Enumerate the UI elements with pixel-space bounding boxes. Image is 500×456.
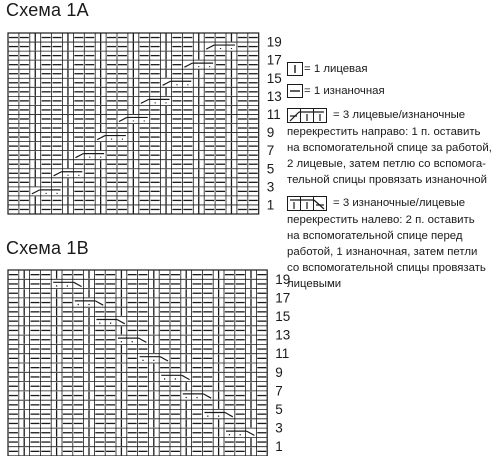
cable-stroke — [159, 356, 169, 362]
purl-symbol-icon — [287, 84, 303, 98]
legend-knit: = 1 лицевая — [287, 60, 492, 78]
row-number: 1 — [267, 197, 275, 212]
legend-cross-right-desc: перекрестить направо: 1 п. оставить на в… — [287, 124, 492, 188]
cable-stroke — [53, 171, 62, 177]
cable-stroke — [224, 411, 234, 418]
row-number: 3 — [275, 421, 283, 436]
row-number: 15 — [275, 309, 290, 324]
legend-cross-right: = 3 лицевые/изнаночные — [287, 106, 492, 124]
row-number: 13 — [267, 89, 282, 104]
cable-stroke — [73, 281, 82, 288]
cable-stroke — [203, 393, 212, 399]
row-number: 19 — [267, 35, 282, 50]
cable-stroke — [140, 98, 149, 104]
row-number: 7 — [275, 383, 283, 398]
cable-stroke — [138, 337, 147, 343]
chart-b-title: Схема 1В — [6, 238, 89, 258]
legend: = 1 лицевая = 1 изнаночная = 3 лицевые/и… — [287, 60, 492, 292]
row-number: 9 — [275, 365, 283, 380]
legend-cross-left: = 3 изнаночные/лицевые — [287, 194, 492, 212]
row-number: 9 — [267, 125, 275, 140]
legend-cross-left-line: лицевыми — [287, 278, 342, 290]
legend-knit-text: = 1 лицевая — [304, 63, 368, 75]
row-number: 3 — [267, 179, 275, 194]
row-number: 5 — [275, 402, 283, 417]
legend-cross-left-line: со вспомогательной спицы провязать — [287, 262, 486, 274]
cable-stroke — [162, 80, 171, 86]
legend-cross-right-head: = 3 лицевые/изнаночные — [333, 109, 466, 121]
legend-purl-text: = 1 изнаночная — [304, 85, 385, 97]
legend-cross-left-line: на вспомогательной спице перед — [287, 230, 463, 242]
cross-left-symbol-icon — [287, 195, 327, 211]
chart-a-title: Схема 1А — [6, 0, 89, 20]
cable-stroke — [246, 430, 255, 436]
legend-purl: = 1 изнаночная — [287, 82, 492, 100]
cable-stroke — [205, 44, 215, 50]
row-number: 5 — [267, 161, 275, 176]
row-number: 11 — [267, 107, 281, 122]
cable-stroke — [75, 153, 84, 159]
knit-symbol-icon — [287, 62, 303, 76]
legend-cross-right-line: тельной спицы провязать изнаночной — [287, 174, 487, 186]
cable-stroke — [184, 62, 193, 68]
row-number: 1 — [275, 439, 283, 454]
legend-cross-right-line: на вспомогательной спице за работой, — [287, 142, 492, 154]
cable-stroke — [31, 189, 40, 195]
legend-cross-left-line: перекрестить налево: 2 п. оставить — [287, 214, 475, 226]
cross-right-symbol-icon — [287, 107, 327, 123]
legend-cross-left-desc: перекрестить налево: 2 п. оставить на вс… — [287, 212, 492, 292]
cable-stroke — [118, 116, 128, 123]
row-number: 17 — [275, 290, 290, 305]
row-number: 11 — [275, 346, 289, 361]
legend-cross-right-line: 2 лицевые, затем петлю со вспомога- — [287, 158, 486, 170]
legend-cross-left-line: работой, 1 изнаночная, затем петли — [287, 246, 478, 258]
cable-stroke — [116, 318, 126, 325]
legend-cross-right-line: перекрестить направо: 1 п. оставить — [287, 126, 481, 138]
cable-stroke — [95, 300, 104, 306]
row-number: 15 — [267, 71, 282, 86]
cable-stroke — [181, 374, 190, 381]
row-number: 19 — [275, 272, 290, 287]
row-number: 13 — [275, 328, 290, 343]
row-number: 17 — [267, 53, 282, 68]
cable-stroke — [96, 135, 106, 141]
legend-cross-left-head: = 3 изнаночные/лицевые — [333, 197, 466, 209]
row-number: 7 — [267, 143, 275, 158]
